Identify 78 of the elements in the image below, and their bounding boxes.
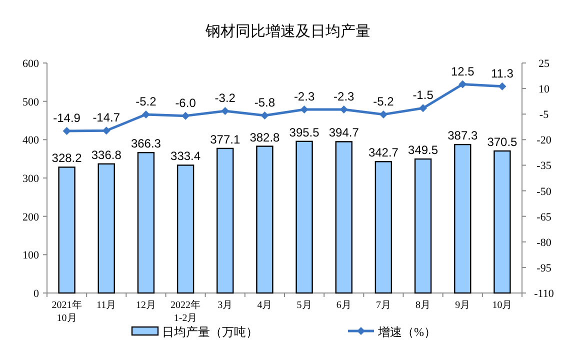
data-label: -6.0 [175,96,196,110]
y-tick-label: 500 [22,96,40,108]
chart-title: 钢材同比增速及日均产量 [204,23,370,40]
data-label: 333.4 [170,149,201,164]
point [498,82,506,90]
data-label: -2.3 [334,90,355,104]
y-tick-label: 100 [22,250,40,262]
y-tick-label: 400 [22,134,40,147]
data-label: -5.2 [136,94,157,108]
point [142,110,150,118]
bar [374,161,392,294]
bar [454,144,472,294]
point [182,112,190,120]
bar [98,163,115,294]
y-tick-label: 200 [22,211,40,224]
point [419,104,428,112]
bar [494,150,511,294]
data-label: -5.8 [254,95,276,110]
point [300,106,308,114]
x-tick-label: 8月 [416,300,431,311]
bar [216,148,234,294]
data-label: 366.3 [130,136,162,151]
point [62,126,71,135]
point [221,107,230,116]
legend-label: 增速（%） [377,325,436,339]
bar [137,152,155,294]
bar [296,140,313,294]
bar [414,158,432,294]
data-label: 11.3 [490,66,514,80]
point [260,111,269,120]
legend-label: 日均产量（万吨） [162,325,258,339]
bar [256,146,274,294]
x-tick-label: 11月 [96,300,116,311]
data-label: -2.3 [294,90,315,104]
y2-tick-label: -35 [536,160,552,172]
data-label: 342.7 [368,146,399,160]
x-tick-label: 10月 [492,300,512,311]
x-tick-label: 5月 [296,300,312,311]
data-label: 377.1 [210,132,240,146]
y-tick-label: 300 [22,173,40,185]
data-label: 336.8 [91,148,122,162]
x-tick-label: 12月 [136,300,156,311]
y2-tick-label: -5 [539,109,550,122]
x-tick-label: 6月 [336,300,352,311]
data-label: 370.5 [487,134,518,149]
data-label: -14.9 [53,110,81,125]
y2-tick-label: -65 [536,211,552,224]
data-label: 349.5 [408,143,438,158]
y2-tick-label: -20 [536,134,552,147]
y-tick-label: 600 [22,58,40,70]
y2-tick-label: 10 [538,84,550,96]
data-label: 382.8 [250,130,280,144]
x-tick-label: 7月 [376,300,391,311]
y2-tick-label: -95 [536,262,552,274]
y2-tick-label: -110 [534,288,554,300]
data-label: 387.3 [448,128,478,143]
data-label: -14.7 [92,110,120,125]
data-label: 12.5 [450,64,475,78]
bar [58,166,76,294]
y2-tick-label: -50 [536,186,552,198]
x-tick-label: 4月 [257,300,272,311]
x-tick-label: 9月 [455,300,470,311]
data-label: 328.2 [52,151,82,166]
bar [335,141,352,294]
data-label: -1.5 [412,88,434,102]
point [379,110,388,118]
y2-tick-label: -80 [536,236,552,249]
x-tick-label: 2022年 1-2月 [170,299,201,324]
data-label: -5.2 [373,94,394,108]
x-tick-label: 2021年 10月 [52,299,82,324]
x-tick-label: 3月 [218,300,233,311]
data-label: 395.5 [289,125,320,140]
bar [176,164,194,294]
data-label: 394.7 [328,126,360,140]
point [458,80,467,88]
y2-tick-label: 25 [538,58,550,70]
y-tick-label: 0 [34,288,40,300]
data-label: -3.2 [214,91,236,106]
